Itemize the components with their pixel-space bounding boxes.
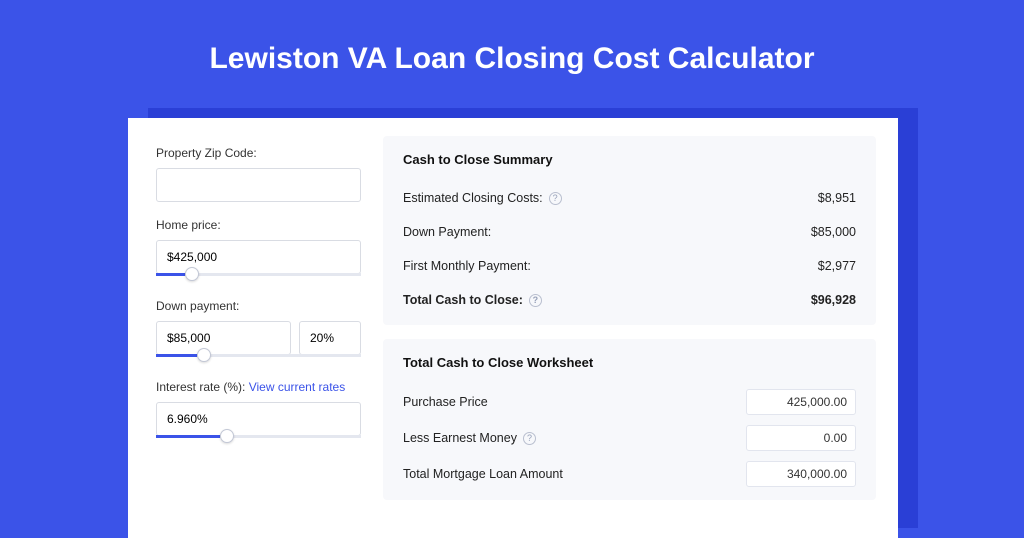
summary-value: $2,977 bbox=[818, 259, 856, 273]
summary-row: Estimated Closing Costs: ? $8,951 bbox=[403, 181, 856, 215]
field-zip: Property Zip Code: bbox=[156, 146, 361, 202]
worksheet-input[interactable] bbox=[746, 389, 856, 415]
summary-label: Estimated Closing Costs: bbox=[403, 191, 543, 205]
interest-rate-label-text: Interest rate (%): bbox=[156, 380, 245, 394]
summary-label: Down Payment: bbox=[403, 225, 491, 239]
worksheet-label: Purchase Price bbox=[403, 395, 488, 409]
worksheet-label: Less Earnest Money bbox=[403, 431, 517, 445]
worksheet-title: Total Cash to Close Worksheet bbox=[403, 355, 856, 370]
page-title: Lewiston VA Loan Closing Cost Calculator bbox=[0, 0, 1024, 104]
summary-panel: Cash to Close Summary Estimated Closing … bbox=[383, 136, 876, 325]
summary-total-value: $96,928 bbox=[811, 293, 856, 307]
worksheet-row: Total Mortgage Loan Amount bbox=[403, 456, 856, 492]
help-icon[interactable]: ? bbox=[549, 192, 562, 205]
help-icon[interactable]: ? bbox=[523, 432, 536, 445]
interest-rate-slider[interactable] bbox=[156, 435, 361, 445]
worksheet-input[interactable] bbox=[746, 425, 856, 451]
interest-rate-label: Interest rate (%): View current rates bbox=[156, 380, 361, 394]
zip-input[interactable] bbox=[156, 168, 361, 202]
input-column: Property Zip Code: Home price: Down paym… bbox=[128, 118, 383, 538]
summary-total-row: Total Cash to Close: ? $96,928 bbox=[403, 283, 856, 317]
zip-label: Property Zip Code: bbox=[156, 146, 361, 160]
field-home-price: Home price: bbox=[156, 218, 361, 283]
worksheet-row: Less Earnest Money ? bbox=[403, 420, 856, 456]
help-icon[interactable]: ? bbox=[529, 294, 542, 307]
home-price-label: Home price: bbox=[156, 218, 361, 232]
summary-value: $8,951 bbox=[818, 191, 856, 205]
down-payment-label: Down payment: bbox=[156, 299, 361, 313]
summary-row: First Monthly Payment: $2,977 bbox=[403, 249, 856, 283]
interest-rate-input[interactable] bbox=[156, 402, 361, 436]
home-price-slider[interactable] bbox=[156, 273, 361, 283]
summary-row: Down Payment: $85,000 bbox=[403, 215, 856, 249]
down-payment-pct-input[interactable] bbox=[299, 321, 361, 355]
summary-label: First Monthly Payment: bbox=[403, 259, 531, 273]
summary-title: Cash to Close Summary bbox=[403, 152, 856, 167]
worksheet-label: Total Mortgage Loan Amount bbox=[403, 467, 563, 481]
worksheet-row: Purchase Price bbox=[403, 384, 856, 420]
worksheet-panel: Total Cash to Close Worksheet Purchase P… bbox=[383, 339, 876, 500]
results-column: Cash to Close Summary Estimated Closing … bbox=[383, 118, 898, 538]
summary-total-label: Total Cash to Close: bbox=[403, 293, 523, 307]
down-payment-input[interactable] bbox=[156, 321, 291, 355]
worksheet-input[interactable] bbox=[746, 461, 856, 487]
summary-value: $85,000 bbox=[811, 225, 856, 239]
down-payment-slider[interactable] bbox=[156, 354, 361, 364]
field-interest-rate: Interest rate (%): View current rates bbox=[156, 380, 361, 445]
field-down-payment: Down payment: bbox=[156, 299, 361, 364]
calculator-card: Property Zip Code: Home price: Down paym… bbox=[128, 118, 898, 538]
view-rates-link[interactable]: View current rates bbox=[249, 380, 346, 394]
